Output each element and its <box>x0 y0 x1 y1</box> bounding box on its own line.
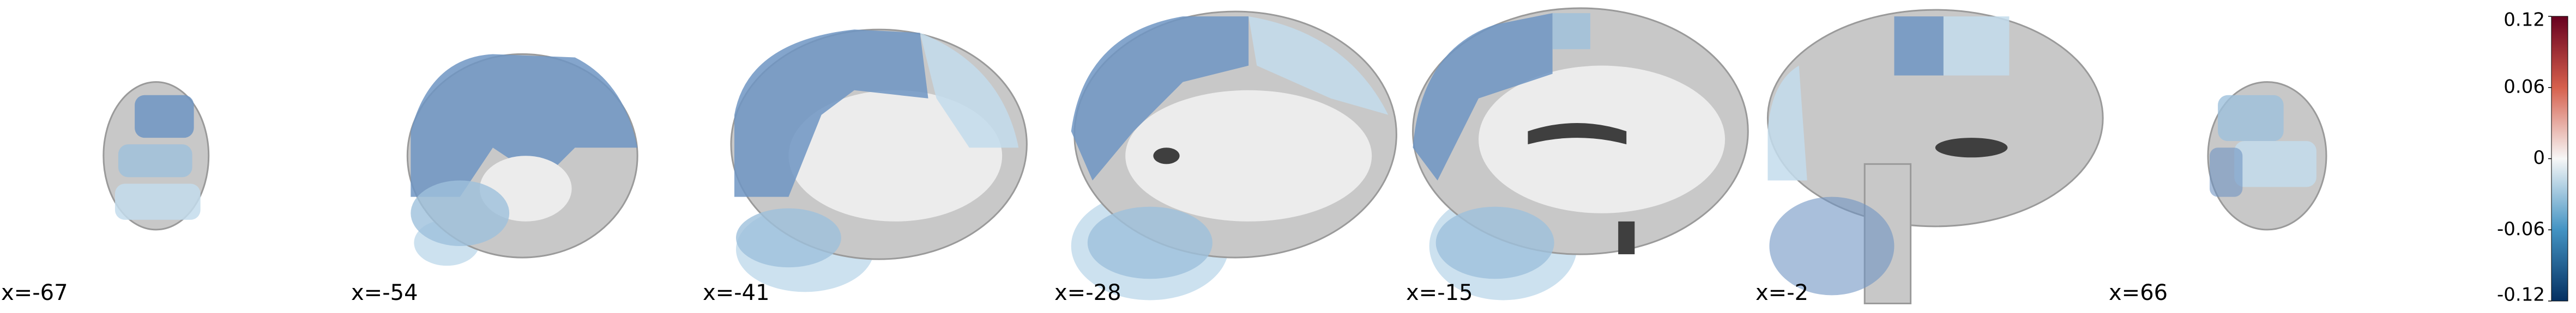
colorbar-tick-label: 0.06 <box>2503 76 2545 97</box>
slice <box>730 28 1028 292</box>
slice-label: x=-41 <box>703 280 770 305</box>
brain-slices <box>102 7 2327 304</box>
colorbar-tick-label: -0.12 <box>2497 284 2545 306</box>
slice <box>1071 10 1397 300</box>
slice-label: x=-67 <box>1 280 68 305</box>
slice-label: x=-28 <box>1054 280 1121 305</box>
slice <box>1766 9 2104 304</box>
colorbar-tick-label: 0 <box>2533 147 2545 169</box>
colorbar-tick-label: -0.06 <box>2497 218 2545 240</box>
slice-label: x=-54 <box>351 280 418 305</box>
slice-label: x=-2 <box>1755 280 1808 305</box>
slice <box>1412 7 1749 300</box>
colorbar <box>2551 16 2568 302</box>
slice <box>406 53 638 266</box>
slice-label: x=-15 <box>1406 280 1473 305</box>
slice <box>2207 81 2327 231</box>
colorbar-tick-label: 0.12 <box>2503 9 2545 31</box>
slice-label: x=66 <box>2109 280 2168 305</box>
slice <box>102 81 210 231</box>
